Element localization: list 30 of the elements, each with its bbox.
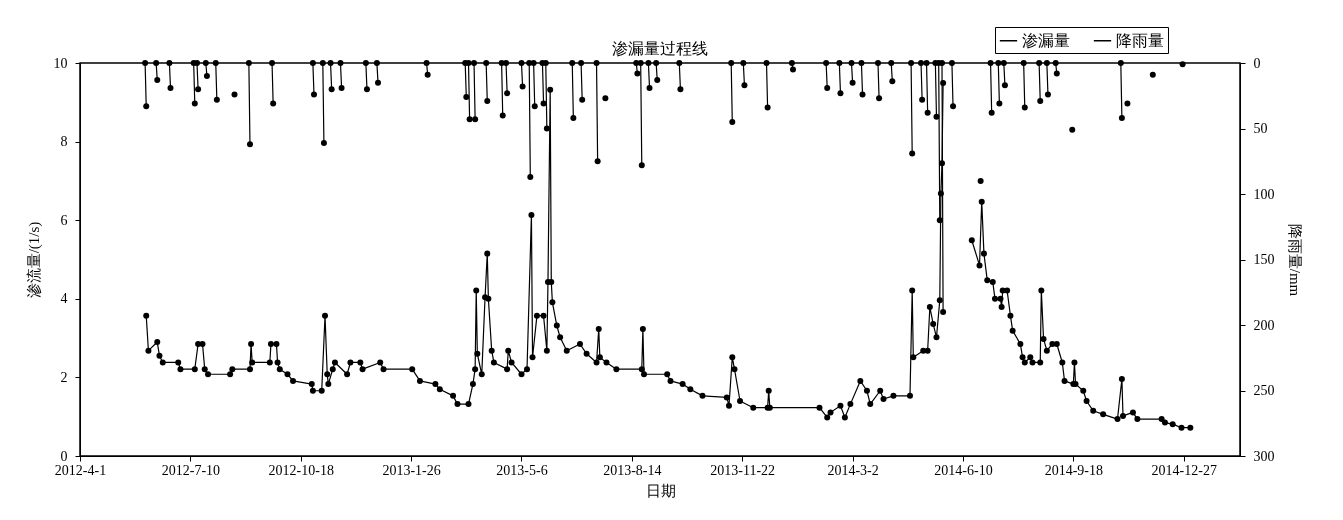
y2-tick-label: 50 (1253, 121, 1268, 136)
y-tick-label: 0 (60, 448, 68, 464)
x-tick-label: 2013-1-26 (382, 462, 441, 478)
x-tick-label: 2014-12-27 (1151, 462, 1217, 478)
legend-label: 降雨量 (1116, 31, 1164, 49)
y2-tick-label: 250 (1253, 383, 1275, 398)
x-tick-label: 2014-3-2 (827, 462, 879, 478)
x-tick-label: 2012-4-1 (54, 462, 107, 478)
y-tick-label: 10 (53, 55, 68, 71)
chart-title: 渗漏量过程线 (612, 39, 708, 57)
y-tick-label: 2 (60, 369, 68, 385)
x-tick-label: 2013-11-22 (710, 462, 776, 478)
y2-tick-label: 0 (1253, 55, 1261, 71)
x-tick-label: 2014-6-10 (934, 462, 993, 478)
y2-tick-label: 300 (1253, 448, 1275, 464)
legend-label: 渗漏量 (1022, 31, 1070, 49)
y-tick-label: 8 (60, 134, 68, 150)
y-tick-label: 6 (60, 212, 68, 228)
y2-tick-label: 150 (1253, 252, 1275, 267)
y2-tick-label: 100 (1253, 186, 1275, 202)
x-tick-label: 2012-7-10 (161, 462, 221, 478)
y-axis-title: 渗流量/(1/s) (25, 221, 43, 299)
y2-tick-label: 200 (1253, 317, 1275, 333)
x-tick-label: 2014-9-18 (1044, 462, 1103, 478)
x-tick-label: 2013-5-6 (496, 462, 548, 478)
x-tick-label: 2012-10-18 (268, 462, 334, 478)
x-axis-title: 日期 (645, 482, 676, 499)
y2-axis-title: 降雨量/mm (1286, 223, 1303, 297)
y-tick-label: 4 (60, 291, 68, 307)
x-tick-label: 2013-8-14 (603, 462, 662, 478)
